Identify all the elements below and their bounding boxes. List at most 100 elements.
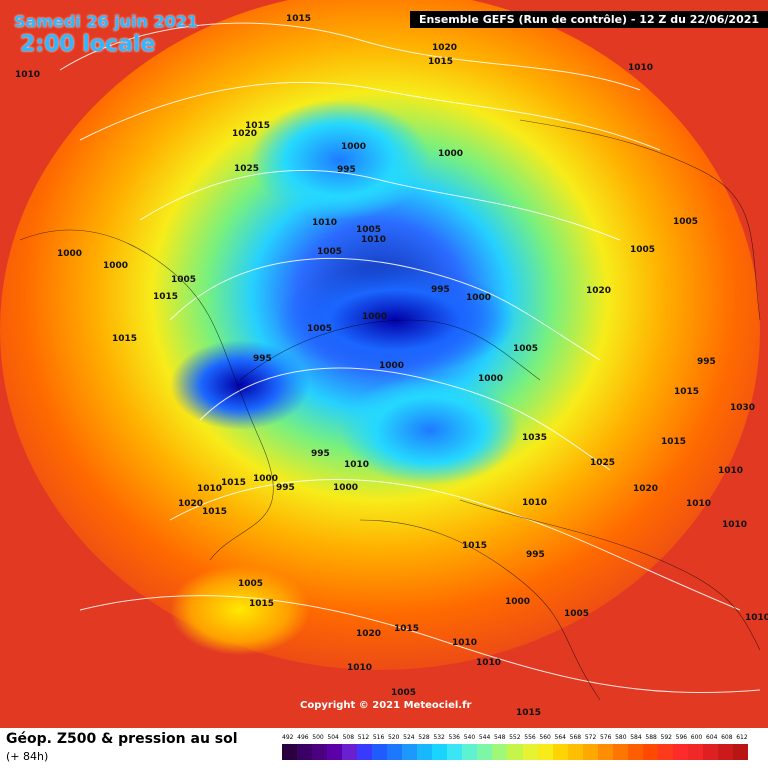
- pressure-label: 995: [431, 285, 450, 295]
- pressure-label: 1020: [432, 43, 457, 53]
- legend-scale-value: 560: [539, 734, 551, 741]
- run-header: Ensemble GEFS (Run de contrôle) - 12 Z d…: [410, 11, 768, 28]
- legend-color-swatch: [447, 744, 463, 760]
- legend-scale-value: 592: [660, 734, 672, 741]
- legend-color-swatch: [552, 744, 568, 760]
- coastlines-borders: [19, 119, 761, 701]
- isobars: [59, 22, 761, 694]
- legend-color-swatch: [582, 744, 598, 760]
- pressure-label: 995: [526, 550, 545, 560]
- pressure-label: 1010: [686, 499, 711, 509]
- legend-color-swatch: [312, 744, 328, 760]
- pressure-label: 1015: [202, 507, 227, 517]
- pressure-label: 1005: [673, 217, 698, 227]
- legend-color-swatch: [702, 744, 718, 760]
- pressure-label: 1000: [438, 149, 463, 159]
- legend-scale-value: 516: [372, 734, 385, 741]
- pressure-label: 1005: [391, 688, 416, 698]
- pressure-label: 1000: [478, 374, 503, 384]
- pressure-label: 995: [697, 357, 716, 367]
- legend-scale-value: 528: [418, 734, 430, 741]
- pressure-label: 1015: [661, 437, 686, 447]
- legend-color-swatch: [522, 744, 538, 760]
- pressure-label: 1005: [513, 344, 538, 354]
- low-center-pacific: [250, 100, 430, 220]
- pressure-label: 1005: [564, 609, 589, 619]
- legend-color-swatch: [417, 744, 433, 760]
- pressure-label: 1015: [674, 387, 699, 397]
- legend-scale-value: 608: [721, 734, 733, 741]
- pressure-label: 1010: [718, 466, 743, 476]
- legend-color-swatch: [537, 744, 553, 760]
- legend-scale-labels: 492 496 500 504 508 512 516 520 524 528 532 536 540 5…: [282, 734, 748, 741]
- legend-scale-value: 540: [463, 734, 476, 741]
- legend-scale-value: 556: [524, 734, 536, 741]
- legend-scale-value: 536: [448, 734, 460, 741]
- legend-color-swatch: [672, 744, 688, 760]
- pressure-label: 1020: [178, 499, 203, 509]
- pressure-label: 1010: [344, 460, 369, 470]
- legend-scale-value: 504: [327, 734, 339, 741]
- pressure-label: 1000: [505, 597, 530, 607]
- pressure-label: 1015: [462, 541, 487, 551]
- legend-color-swatch: [477, 744, 493, 760]
- legend-color-swatch: [567, 744, 583, 760]
- legend-scale-value: 548: [493, 734, 506, 741]
- pressure-label: 1010: [361, 235, 386, 245]
- low-center-arctic: [275, 265, 515, 375]
- legend-scale-value: 500: [312, 734, 324, 741]
- warm-pool: [170, 565, 310, 655]
- pressure-label: 1020: [356, 629, 381, 639]
- legend-scale-value: 568: [569, 734, 582, 741]
- pressure-label: 1010: [197, 484, 222, 494]
- legend-color-swatch: [717, 744, 733, 760]
- pressure-label: 1030: [730, 403, 755, 413]
- legend-subtitle: (+ 84h): [6, 750, 49, 763]
- pressure-label: 995: [311, 449, 330, 459]
- pressure-label: 1000: [341, 142, 366, 152]
- legend-scale-value: 580: [615, 734, 627, 741]
- legend-color-swatch: [687, 744, 703, 760]
- pressure-label: 995: [337, 165, 356, 175]
- copyright: Copyright © 2021 Meteociel.fr: [300, 700, 472, 711]
- legend-color-swatch: [732, 744, 748, 760]
- legend-color-swatch: [642, 744, 658, 760]
- legend-color-swatch: [342, 744, 358, 760]
- pressure-label: 1005: [238, 579, 263, 589]
- pressure-label: 1005: [307, 324, 332, 334]
- pressure-label: 1000: [379, 361, 404, 371]
- pressure-label: 1015: [245, 121, 270, 131]
- legend-color-swatch: [627, 744, 643, 760]
- pressure-label: 1015: [112, 334, 137, 344]
- legend-color-swatch: [402, 744, 418, 760]
- pressure-label: 1015: [153, 292, 178, 302]
- legend-color-swatch: [462, 744, 478, 760]
- pressure-label: 1010: [628, 63, 653, 73]
- legend-scale-value: 564: [554, 734, 566, 741]
- pressure-label: 1015: [221, 478, 246, 488]
- legend-scale-value: 524: [403, 734, 415, 741]
- legend-title: Géop. Z500 & pression au sol: [6, 731, 238, 747]
- map-canvas: 1015102010101015101010151020102510009951…: [0, 0, 768, 718]
- legend-scale-value: 512: [357, 734, 370, 741]
- legend-scale-value: 492: [282, 734, 294, 741]
- pressure-label: 1000: [362, 312, 387, 322]
- legend-scale-value: 584: [630, 734, 642, 741]
- pressure-label: 1015: [394, 624, 419, 634]
- pressure-label: 1000: [253, 474, 278, 484]
- pressure-label: 1000: [103, 261, 128, 271]
- legend-scale-value: 600: [690, 734, 703, 741]
- legend-scale-value: 496: [297, 734, 309, 741]
- legend-color-bar: [282, 744, 748, 760]
- legend-color-swatch: [387, 744, 403, 760]
- legend-color-swatch: [507, 744, 523, 760]
- pressure-label: 1025: [590, 458, 615, 468]
- pressure-label: 1015: [249, 599, 274, 609]
- low-center-canada: [170, 340, 310, 430]
- pressure-label: 1010: [312, 218, 337, 228]
- pressure-label: 1010: [452, 638, 477, 648]
- legend-scale-value: 532: [433, 734, 445, 741]
- legend-scale-value: 572: [584, 734, 597, 741]
- time-label: 2:00 locale: [20, 32, 156, 57]
- legend-scale-value: 544: [478, 734, 491, 741]
